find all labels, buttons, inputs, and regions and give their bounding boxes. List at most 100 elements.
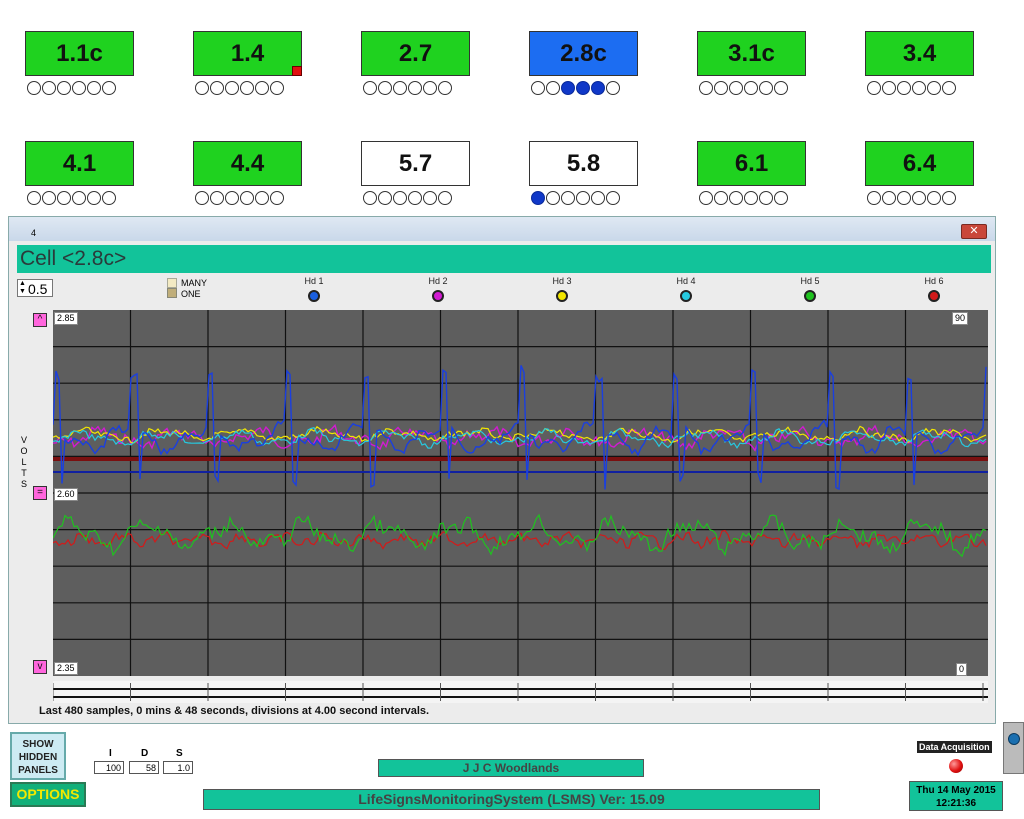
status-dots [867, 191, 976, 209]
hd-label: Hd 6 [924, 276, 944, 286]
hd-label: Hd 3 [552, 276, 572, 286]
cell-tile[interactable]: 1.1c [25, 31, 134, 76]
status-dot-icon [270, 191, 284, 205]
alarm-flag-icon [292, 66, 302, 76]
status-dot-icon [27, 81, 41, 95]
status-dot-icon [423, 81, 437, 95]
cell-label: 1.1c [56, 39, 103, 67]
hd-channel-icon[interactable] [432, 290, 444, 302]
cell-tile[interactable]: 5.8 [529, 141, 638, 186]
cell-tile[interactable]: 6.4 [865, 141, 974, 186]
i-value-field[interactable]: 100 [94, 761, 124, 774]
timeline-scroll-strip[interactable] [53, 681, 988, 703]
status-dots [363, 191, 472, 209]
side-panel-tab[interactable] [1003, 722, 1024, 774]
series-hd4-line [53, 426, 987, 449]
scale-center-button[interactable]: = [33, 486, 47, 500]
volts-letter: V [20, 435, 27, 445]
hd-label: Hd 2 [428, 276, 448, 286]
help-icon[interactable] [1008, 733, 1020, 745]
y-axis-bottom-label: 2.35 [54, 662, 78, 675]
status-dot-icon [942, 81, 956, 95]
status-dot-icon [240, 191, 254, 205]
cell-label: 3.1c [728, 39, 775, 67]
window-title-number: 4 [31, 228, 37, 238]
status-dot-icon [72, 191, 86, 205]
hd-channel-icon[interactable] [804, 290, 816, 302]
status-dot-icon [195, 81, 209, 95]
status-dot-icon [531, 81, 545, 95]
i-label: I [109, 748, 112, 759]
status-dot-icon [729, 191, 743, 205]
status-dot-icon [867, 191, 881, 205]
options-button[interactable]: OPTIONS [10, 782, 86, 807]
status-dot-icon [423, 191, 437, 205]
hd-channel-icon[interactable] [556, 290, 568, 302]
status-dot-icon [927, 191, 941, 205]
many-label: MANY [181, 278, 208, 288]
many-one-toggle[interactable] [167, 278, 177, 298]
cell-tile[interactable]: 2.8c [529, 31, 638, 76]
hd-channel-icon[interactable] [308, 290, 320, 302]
scale-down-button[interactable]: v [33, 660, 47, 674]
cell-tile[interactable]: 1.4 [193, 31, 302, 76]
status-dot-icon [438, 81, 452, 95]
status-dot-icon [912, 81, 926, 95]
cell-tile[interactable]: 3.4 [865, 31, 974, 76]
hd-channel-icon[interactable] [680, 290, 692, 302]
spinner-value: 0.5 [28, 281, 48, 297]
status-dots [27, 191, 136, 209]
status-dot-icon [255, 191, 269, 205]
one-label: ONE [181, 289, 201, 299]
status-dot-icon [378, 191, 392, 205]
cell-label: 5.8 [566, 149, 601, 177]
status-dots [27, 81, 136, 99]
series-hd1-line [53, 365, 987, 491]
cell-label: 2.8c [560, 39, 607, 67]
close-icon[interactable]: ✕ [961, 224, 987, 239]
cell-tile[interactable]: 6.1 [697, 141, 806, 186]
s-label: S [176, 748, 183, 759]
status-dot-icon [438, 191, 452, 205]
status-text: Last 480 samples, 0 mins & 48 seconds, d… [39, 705, 430, 717]
status-dots [531, 191, 640, 209]
status-dot-icon [546, 81, 560, 95]
status-dots [699, 81, 808, 99]
status-dot-icon [744, 81, 758, 95]
scale-spinner[interactable]: ▲ ▼ 0.5 [17, 279, 53, 297]
hd-channel-icon[interactable] [928, 290, 940, 302]
show-hidden-panels-button[interactable]: SHOW HIDDEN PANELS [10, 732, 66, 780]
status-dot-icon [897, 191, 911, 205]
datetime-panel: Thu 14 May 2015 12:21:36 [909, 781, 1003, 811]
cell-tile[interactable]: 4.4 [193, 141, 302, 186]
status-dot-icon [714, 81, 728, 95]
status-dot-icon [561, 81, 575, 95]
window-titlebar: 4 ✕ [9, 217, 995, 241]
cell-tile[interactable]: 2.7 [361, 31, 470, 76]
cell-label: 4.1 [62, 149, 97, 177]
status-dot-icon [606, 191, 620, 205]
d-value-field[interactable]: 58 [129, 761, 159, 774]
status-dot-icon [729, 81, 743, 95]
app-title-bar: LifeSignsMonitoringSystem (LSMS) Ver: 15… [203, 789, 820, 810]
cell-tile[interactable]: 5.7 [361, 141, 470, 186]
hd-label: Hd 5 [800, 276, 820, 286]
status-dot-icon [210, 81, 224, 95]
data-acquisition-label: Data Acquisition [917, 741, 992, 753]
cell-title: Cell <2.8c> [20, 247, 127, 270]
series-hd5-line [53, 513, 987, 558]
scale-up-button[interactable]: ^ [33, 313, 47, 327]
s-value-field[interactable]: 1.0 [163, 761, 193, 774]
cell-tile[interactable]: 3.1c [697, 31, 806, 76]
status-dot-icon [363, 191, 377, 205]
status-dot-icon [408, 81, 422, 95]
status-dot-icon [576, 81, 590, 95]
cell-scope-window: 4 ✕ Cell <2.8c> ▲ ▼ 0.5 MANY ONE Hd 1 Hd 2… [8, 216, 996, 724]
series-hd3-line [53, 425, 987, 444]
cell-label: 4.4 [230, 149, 265, 177]
status-dot-icon [912, 191, 926, 205]
spinner-arrows-icon[interactable]: ▲ ▼ [19, 280, 26, 295]
status-dot-icon [393, 191, 407, 205]
cell-tile[interactable]: 4.1 [25, 141, 134, 186]
